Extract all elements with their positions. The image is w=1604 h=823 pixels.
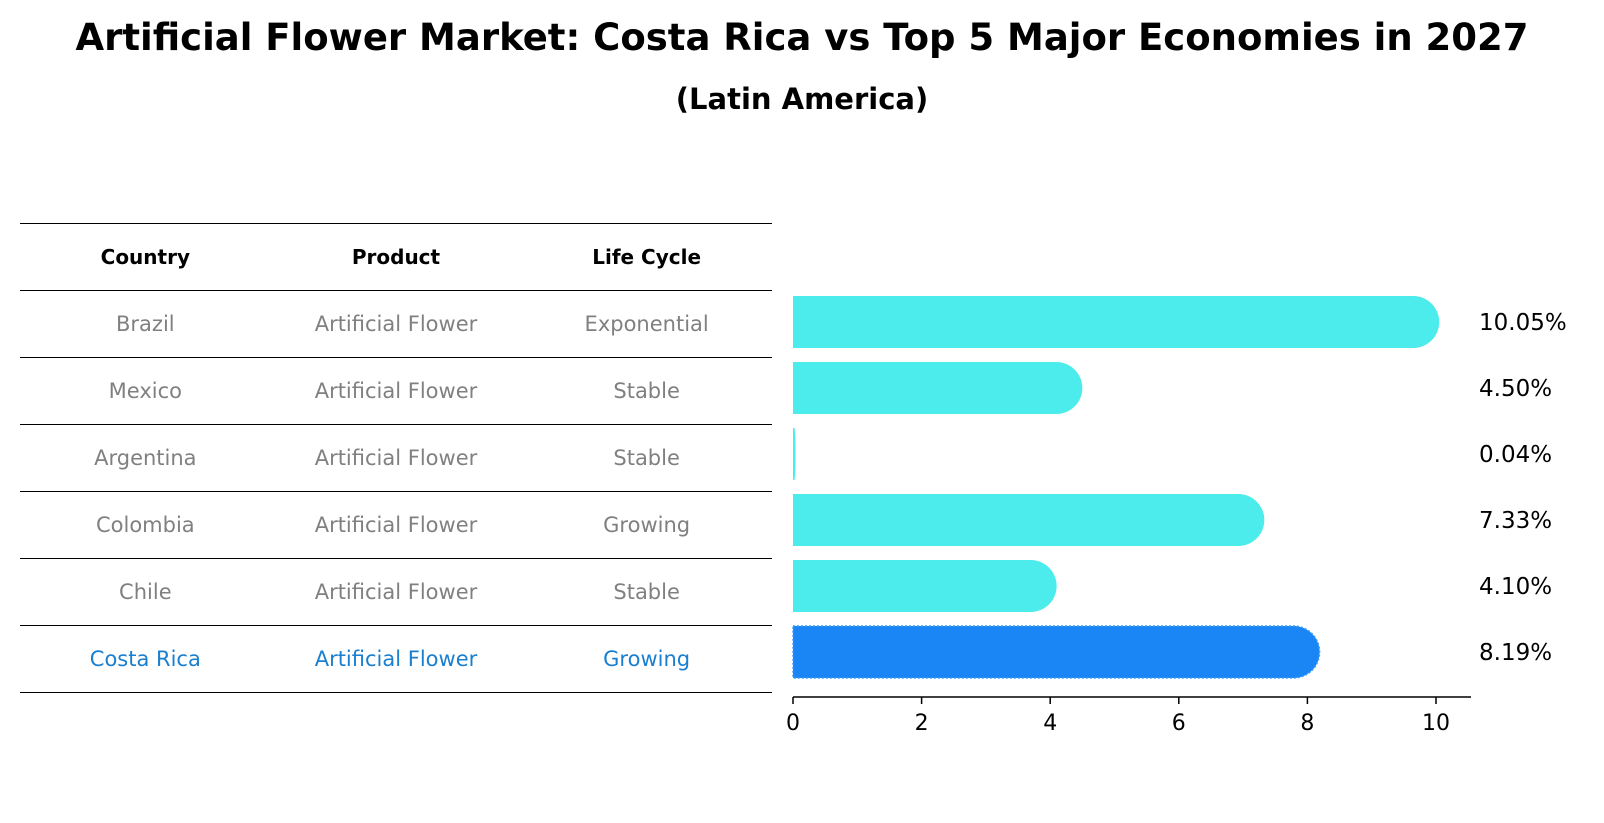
cell-country: Colombia bbox=[95, 513, 195, 537]
cell-life-cycle: Growing bbox=[603, 647, 691, 671]
bar-value-label: 8.19% bbox=[1479, 640, 1552, 666]
header-life-cycle: Life Cycle bbox=[592, 245, 702, 269]
cell-product: Artificial Flower bbox=[314, 647, 478, 671]
cell-country: Brazil bbox=[116, 312, 175, 336]
cell-product: Artificial Flower bbox=[314, 513, 478, 537]
table-row: Argentina Artificial Flower Stable bbox=[20, 424, 772, 491]
cell-country: Argentina bbox=[94, 446, 197, 470]
cell-life-cycle: Stable bbox=[613, 580, 680, 604]
cell-country: Chile bbox=[119, 580, 172, 604]
bar-value-label: 0.04% bbox=[1479, 442, 1552, 468]
table-row-highlighted: Costa Rica Artificial Flower Growing bbox=[20, 625, 772, 693]
cell-country: Costa Rica bbox=[89, 647, 201, 671]
x-tick-label: 0 bbox=[786, 711, 800, 736]
cell-product: Artificial Flower bbox=[314, 446, 478, 470]
bar bbox=[793, 560, 1057, 612]
cell-life-cycle: Stable bbox=[613, 379, 680, 403]
x-tick-label: 10 bbox=[1422, 711, 1450, 736]
bar-value-label: 10.05% bbox=[1479, 310, 1567, 336]
table-row: Brazil Artificial Flower Exponential bbox=[20, 290, 772, 357]
bar-value-label: 4.50% bbox=[1479, 376, 1552, 402]
chart-title: Artificial Flower Market: Costa Rica vs … bbox=[75, 16, 1529, 59]
header-product: Product bbox=[351, 245, 441, 269]
table-row: Colombia Artificial Flower Growing bbox=[20, 491, 772, 558]
header-country: Country bbox=[100, 245, 190, 269]
bar-value-label: 7.33% bbox=[1479, 508, 1552, 534]
x-tick-label: 4 bbox=[1043, 711, 1057, 736]
table-row: Chile Artificial Flower Stable bbox=[20, 558, 772, 625]
x-tick-label: 6 bbox=[1172, 711, 1186, 736]
cell-life-cycle: Growing bbox=[603, 513, 691, 537]
x-tick-label: 8 bbox=[1300, 711, 1314, 736]
cell-product: Artificial Flower bbox=[314, 379, 478, 403]
cell-product: Artificial Flower bbox=[314, 312, 478, 336]
chart-subtitle: (Latin America) bbox=[675, 82, 929, 116]
bar bbox=[793, 296, 1440, 348]
bar-value-label: 4.10% bbox=[1479, 574, 1552, 600]
bar-highlighted bbox=[792, 625, 1321, 679]
cell-product: Artificial Flower bbox=[314, 580, 478, 604]
bar bbox=[793, 362, 1083, 414]
bar bbox=[793, 428, 796, 480]
table-header-row: Country Product Life Cycle bbox=[20, 223, 772, 290]
cell-life-cycle: Exponential bbox=[584, 312, 709, 336]
bar bbox=[793, 494, 1265, 546]
cell-country: Mexico bbox=[108, 379, 182, 403]
data-table: Country Product Life Cycle Brazil Artifi… bbox=[20, 223, 772, 693]
x-tick-label: 2 bbox=[915, 711, 929, 736]
table-row: Mexico Artificial Flower Stable bbox=[20, 357, 772, 424]
cell-life-cycle: Stable bbox=[613, 446, 680, 470]
